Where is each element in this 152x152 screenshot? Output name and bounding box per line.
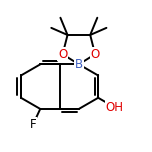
Text: F: F (30, 118, 36, 131)
Text: O: O (90, 48, 100, 61)
Text: B: B (75, 58, 83, 71)
Text: OH: OH (106, 101, 124, 114)
Text: O: O (58, 48, 67, 61)
